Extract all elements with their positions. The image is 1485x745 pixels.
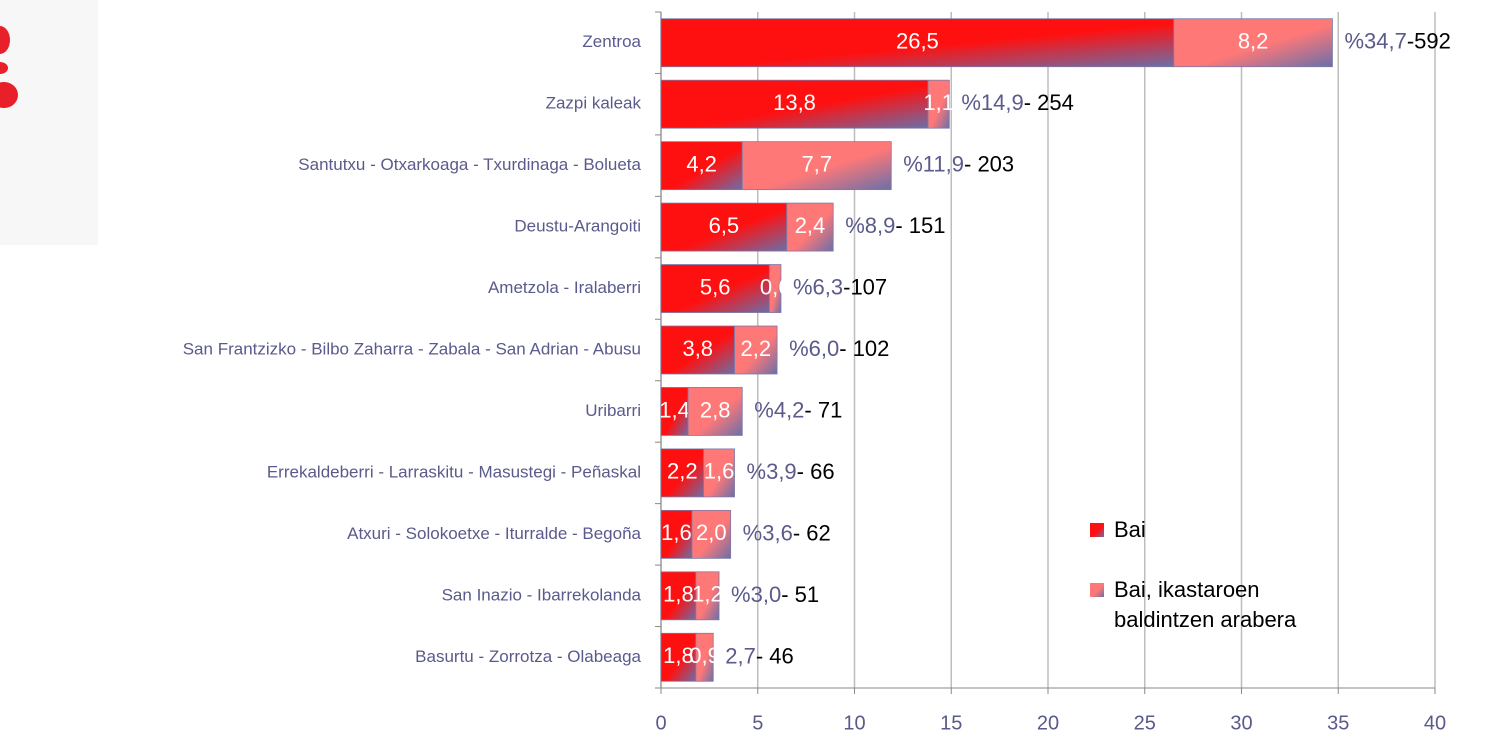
count-label: - 46 xyxy=(756,643,794,668)
count-label: - 102 xyxy=(839,336,889,361)
count-label: - 62 xyxy=(793,520,831,545)
page: 0 5 10 15 20 25 30 35 40 Zentroa 26,5 8,2 %34,7-592 Z… xyxy=(0,0,1485,745)
value-label: 6,5 xyxy=(709,213,740,238)
value-label: 3,8 xyxy=(682,336,713,361)
count-label: - 254 xyxy=(1024,90,1074,115)
logo-panel xyxy=(0,0,98,245)
x-tick-label: 20 xyxy=(1037,712,1059,734)
count-label: - 51 xyxy=(781,582,819,607)
count-label: - 66 xyxy=(797,459,835,484)
x-tick-label: 10 xyxy=(843,712,865,734)
share-label: %6,0 xyxy=(789,336,839,361)
category-label: San Frantzizko - Bilbo Zaharra - Zabala … xyxy=(183,339,641,358)
value-label: 2,0 xyxy=(696,520,727,545)
category-label: Zentroa xyxy=(582,32,641,51)
share-label: %4,2 xyxy=(754,397,804,422)
legend-swatch xyxy=(1090,583,1104,597)
x-tick-label: 35 xyxy=(1327,712,1349,734)
value-label: 2,2 xyxy=(667,459,698,484)
total-label: %3,9- 66 xyxy=(747,459,835,484)
category-label: Errekaldeberri - Larraskitu - Masustegi … xyxy=(267,462,641,481)
value-label: 5,6 xyxy=(700,274,731,299)
value-label: 2,8 xyxy=(700,397,731,422)
value-label: 7,7 xyxy=(801,151,832,176)
share-label: %14,9 xyxy=(961,90,1023,115)
category-label: Basurtu - Zorrotza - Olabeaga xyxy=(415,647,641,666)
category-label: Uribarri xyxy=(585,401,641,420)
total-label: %11,9- 203 xyxy=(903,151,1014,176)
x-tick-label: 15 xyxy=(940,712,962,734)
value-label: 0,6 xyxy=(760,274,791,299)
value-label: 26,5 xyxy=(896,29,939,54)
value-label: 1,6 xyxy=(661,520,692,545)
legend-swatch xyxy=(1090,523,1104,537)
value-label: 2,4 xyxy=(795,213,826,238)
category-label: Santutxu - Otxarkoaga - Txurdinaga - Bol… xyxy=(298,155,641,174)
share-label: %34,7 xyxy=(1344,29,1406,54)
x-tick-label: 0 xyxy=(655,712,666,734)
total-label: %6,0- 102 xyxy=(789,336,889,361)
value-label: 8,2 xyxy=(1238,29,1269,54)
legend-label: Bai, ikastaroen baldintzen arabera xyxy=(1114,575,1310,635)
x-tick-label: 30 xyxy=(1230,712,1252,734)
legend-item: Bai xyxy=(1090,515,1310,545)
value-label: 1,4 xyxy=(659,397,690,422)
value-label: 2,2 xyxy=(741,336,772,361)
total-label: %6,3-107 xyxy=(793,274,887,299)
x-tick-label: 25 xyxy=(1134,712,1156,734)
legend-item: Bai, ikastaroen baldintzen arabera xyxy=(1090,575,1310,635)
value-label: 1,6 xyxy=(704,459,735,484)
share-label: %3,9 xyxy=(747,459,797,484)
value-label: 1,2 xyxy=(692,582,723,607)
category-label: San Inazio - Ibarrekolanda xyxy=(442,585,642,604)
value-label: 1,8 xyxy=(663,582,694,607)
value-label: 0,9 xyxy=(689,643,720,668)
category-label: Ametzola - Iralaberri xyxy=(488,278,641,297)
category-label: Deustu-Arangoiti xyxy=(514,217,641,236)
share-label: %6,3 xyxy=(793,274,843,299)
total-label: 2,7- 46 xyxy=(725,643,794,668)
total-label: %3,0- 51 xyxy=(731,582,819,607)
total-label: %14,9- 254 xyxy=(961,90,1074,115)
count-label: - 151 xyxy=(895,213,945,238)
share-label: %3,0 xyxy=(731,582,781,607)
total-label: %8,9- 151 xyxy=(845,213,945,238)
count-label: - 71 xyxy=(804,397,842,422)
category-label: Atxuri - Solokoetxe - Iturralde - Begoña xyxy=(347,524,641,543)
total-label: %3,6- 62 xyxy=(743,520,831,545)
x-tick-label: 40 xyxy=(1424,712,1446,734)
share-label: %11,9 xyxy=(903,151,964,176)
share-label: %8,9 xyxy=(845,213,895,238)
x-tick-label: 5 xyxy=(752,712,763,734)
legend-label: Bai xyxy=(1114,515,1146,545)
value-label: 1,1 xyxy=(923,90,954,115)
value-label: 13,8 xyxy=(773,90,816,115)
total-label: %4,2- 71 xyxy=(754,397,842,422)
share-label: 2,7 xyxy=(725,643,756,668)
value-label: 4,2 xyxy=(686,151,717,176)
category-label: Zazpi kaleak xyxy=(546,94,642,113)
count-label: -107 xyxy=(843,274,887,299)
share-label: %3,6 xyxy=(743,520,793,545)
count-label: -592 xyxy=(1407,29,1451,54)
count-label: - 203 xyxy=(964,151,1014,176)
total-label: %34,7-592 xyxy=(1344,29,1450,54)
